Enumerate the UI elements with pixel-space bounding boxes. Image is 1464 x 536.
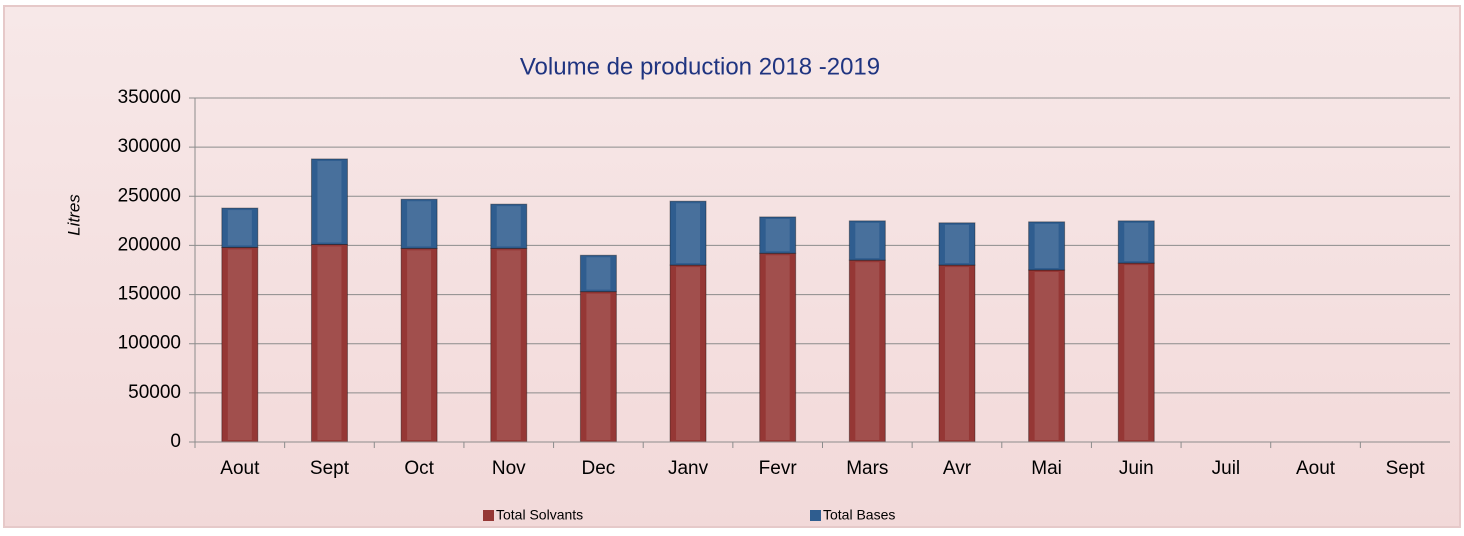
y-tick-label: 350000 [118, 87, 181, 108]
y-tick-label: 50000 [128, 382, 181, 403]
chart-title: Volume de production 2018 -2019 [520, 53, 880, 80]
x-tick-label: Fevr [759, 458, 798, 479]
y-tick-label: 0 [170, 431, 181, 452]
bar-highlight [676, 203, 701, 264]
bar-highlight [227, 210, 252, 246]
x-tick-label: Janv [668, 458, 709, 479]
x-tick-label: Juil [1212, 458, 1241, 479]
x-tick-label: Juin [1119, 458, 1154, 479]
bar-segment [848, 220, 886, 261]
x-tick-label: Avr [943, 458, 972, 479]
bar-highlight [496, 250, 521, 440]
bar-highlight [944, 224, 969, 264]
bar-highlight [855, 262, 880, 440]
x-tick-label: Mai [1031, 458, 1062, 479]
x-tick-label: Mars [846, 458, 888, 479]
bar-segment [1028, 221, 1066, 271]
x-tick-label: Dec [581, 458, 615, 479]
bar-highlight [496, 206, 521, 247]
x-tick-label: Nov [492, 458, 526, 479]
x-tick-label: Sept [310, 458, 350, 479]
bar-highlight [944, 267, 969, 440]
bar-highlight [317, 246, 342, 440]
bar-highlight [407, 201, 432, 247]
bar-segment [400, 198, 438, 249]
bar-segment [310, 158, 348, 245]
bar-segment [938, 222, 976, 266]
y-axis-label: Litres [64, 194, 83, 236]
bar-segment [221, 207, 259, 248]
bar-segment [221, 246, 259, 443]
bar-segment [579, 291, 617, 443]
bar-segment [400, 247, 438, 443]
y-tick-label: 250000 [118, 185, 181, 206]
x-tick-label: Oct [404, 458, 434, 479]
bar-highlight [227, 249, 252, 440]
bar-segment [669, 200, 707, 266]
bar-segment [490, 247, 528, 443]
legend-label: Total Solvants [496, 507, 583, 523]
bar-segment [759, 216, 797, 254]
y-tick-label: 150000 [118, 284, 181, 305]
bar-segment [1117, 220, 1155, 264]
bar-segment [490, 203, 528, 249]
bar-highlight [586, 257, 611, 290]
y-tick-label: 300000 [118, 136, 181, 157]
bar-highlight [1124, 222, 1149, 262]
bar-highlight [407, 250, 432, 440]
bar-segment [310, 243, 348, 443]
bar-highlight [765, 218, 790, 252]
legend-swatch [483, 510, 494, 521]
bar-highlight [765, 255, 790, 440]
bar-highlight [1124, 265, 1149, 440]
legend-label: Total Bases [823, 507, 895, 523]
bar-highlight [317, 160, 342, 243]
bar-highlight [586, 293, 611, 440]
bar-highlight [1034, 272, 1059, 440]
x-tick-label: Aout [220, 458, 260, 479]
legend-swatch [810, 510, 821, 521]
x-tick-label: Sept [1386, 458, 1426, 479]
bar-segment [579, 254, 617, 293]
bar-segment [1117, 262, 1155, 443]
bar-highlight [676, 267, 701, 440]
y-tick-label: 200000 [118, 234, 181, 255]
x-tick-label: Aout [1296, 458, 1336, 479]
bar-highlight [1034, 223, 1059, 268]
y-tick-label: 100000 [118, 333, 181, 354]
bar-highlight [855, 222, 880, 259]
